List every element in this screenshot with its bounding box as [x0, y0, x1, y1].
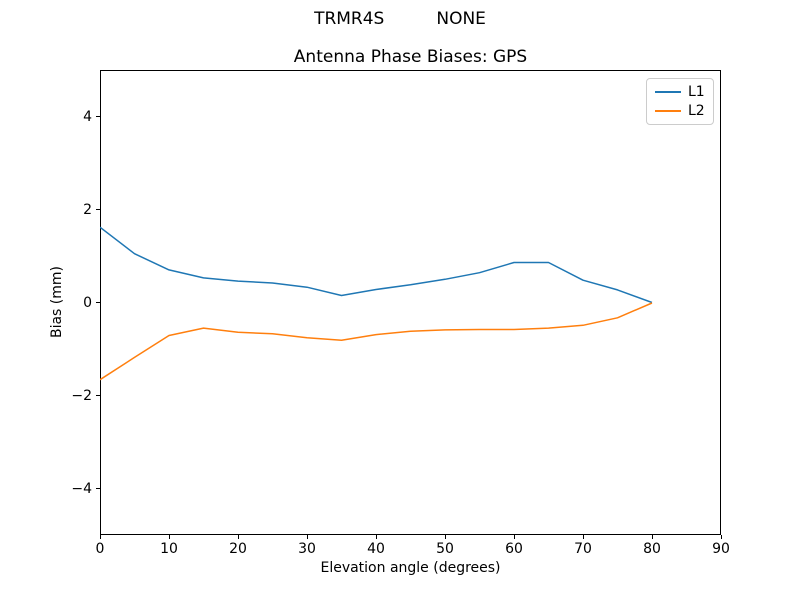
- y-tick-mark: [96, 488, 100, 489]
- plot-border: [100, 70, 721, 535]
- x-tick-mark: [306, 535, 308, 539]
- x-tick-label: 90: [712, 541, 730, 557]
- y-tick-mark: [96, 395, 100, 396]
- x-tick-mark: [513, 535, 515, 539]
- x-tick-label: 40: [367, 541, 385, 557]
- antenna-model: NONE: [436, 9, 486, 29]
- x-tick-mark: [237, 535, 239, 539]
- legend-label-l1: L1: [688, 84, 705, 100]
- x-tick-mark: [720, 535, 722, 539]
- legend-item-l2: L2: [655, 103, 706, 119]
- y-tick-label: −2: [71, 387, 92, 404]
- y-tick-label: −4: [71, 480, 92, 497]
- x-tick-label: 10: [160, 541, 178, 557]
- figure-suptitle: TRMR4S NONE: [0, 9, 800, 30]
- plot-area: [100, 70, 721, 535]
- y-tick-mark: [96, 209, 100, 210]
- chart-title: Antenna Phase Biases: GPS: [293, 47, 528, 67]
- x-tick-label: 80: [643, 541, 661, 557]
- x-tick-label: 50: [436, 541, 454, 557]
- x-tick-mark: [375, 535, 377, 539]
- y-tick-mark: [96, 116, 100, 117]
- y-tick-label: 0: [83, 294, 92, 311]
- x-tick-mark: [99, 535, 101, 539]
- x-tick-label: 30: [298, 541, 316, 557]
- l1-line-sample: [655, 91, 681, 93]
- l2-line-sample: [655, 110, 681, 112]
- x-tick-label: 60: [505, 541, 523, 557]
- legend-item-l1: L1: [655, 84, 706, 100]
- y-tick-mark: [96, 302, 100, 303]
- station-id: TRMR4S: [314, 9, 385, 29]
- legend-label-l2: L2: [688, 103, 705, 119]
- x-tick-mark: [444, 535, 446, 539]
- legend: L1 L2: [646, 78, 714, 125]
- x-tick-label: 0: [95, 541, 105, 557]
- x-tick-mark: [582, 535, 584, 539]
- series-line-l1: [100, 226, 653, 304]
- y-tick-label: 4: [83, 108, 92, 125]
- x-tick-label: 70: [574, 541, 592, 557]
- y-tick-label: 2: [83, 201, 92, 218]
- x-tick-mark: [168, 535, 170, 539]
- x-axis-label: Elevation angle (degrees): [320, 560, 501, 576]
- series-line-l2: [100, 302, 653, 381]
- x-tick-label: 20: [229, 541, 247, 557]
- x-tick-mark: [651, 535, 653, 539]
